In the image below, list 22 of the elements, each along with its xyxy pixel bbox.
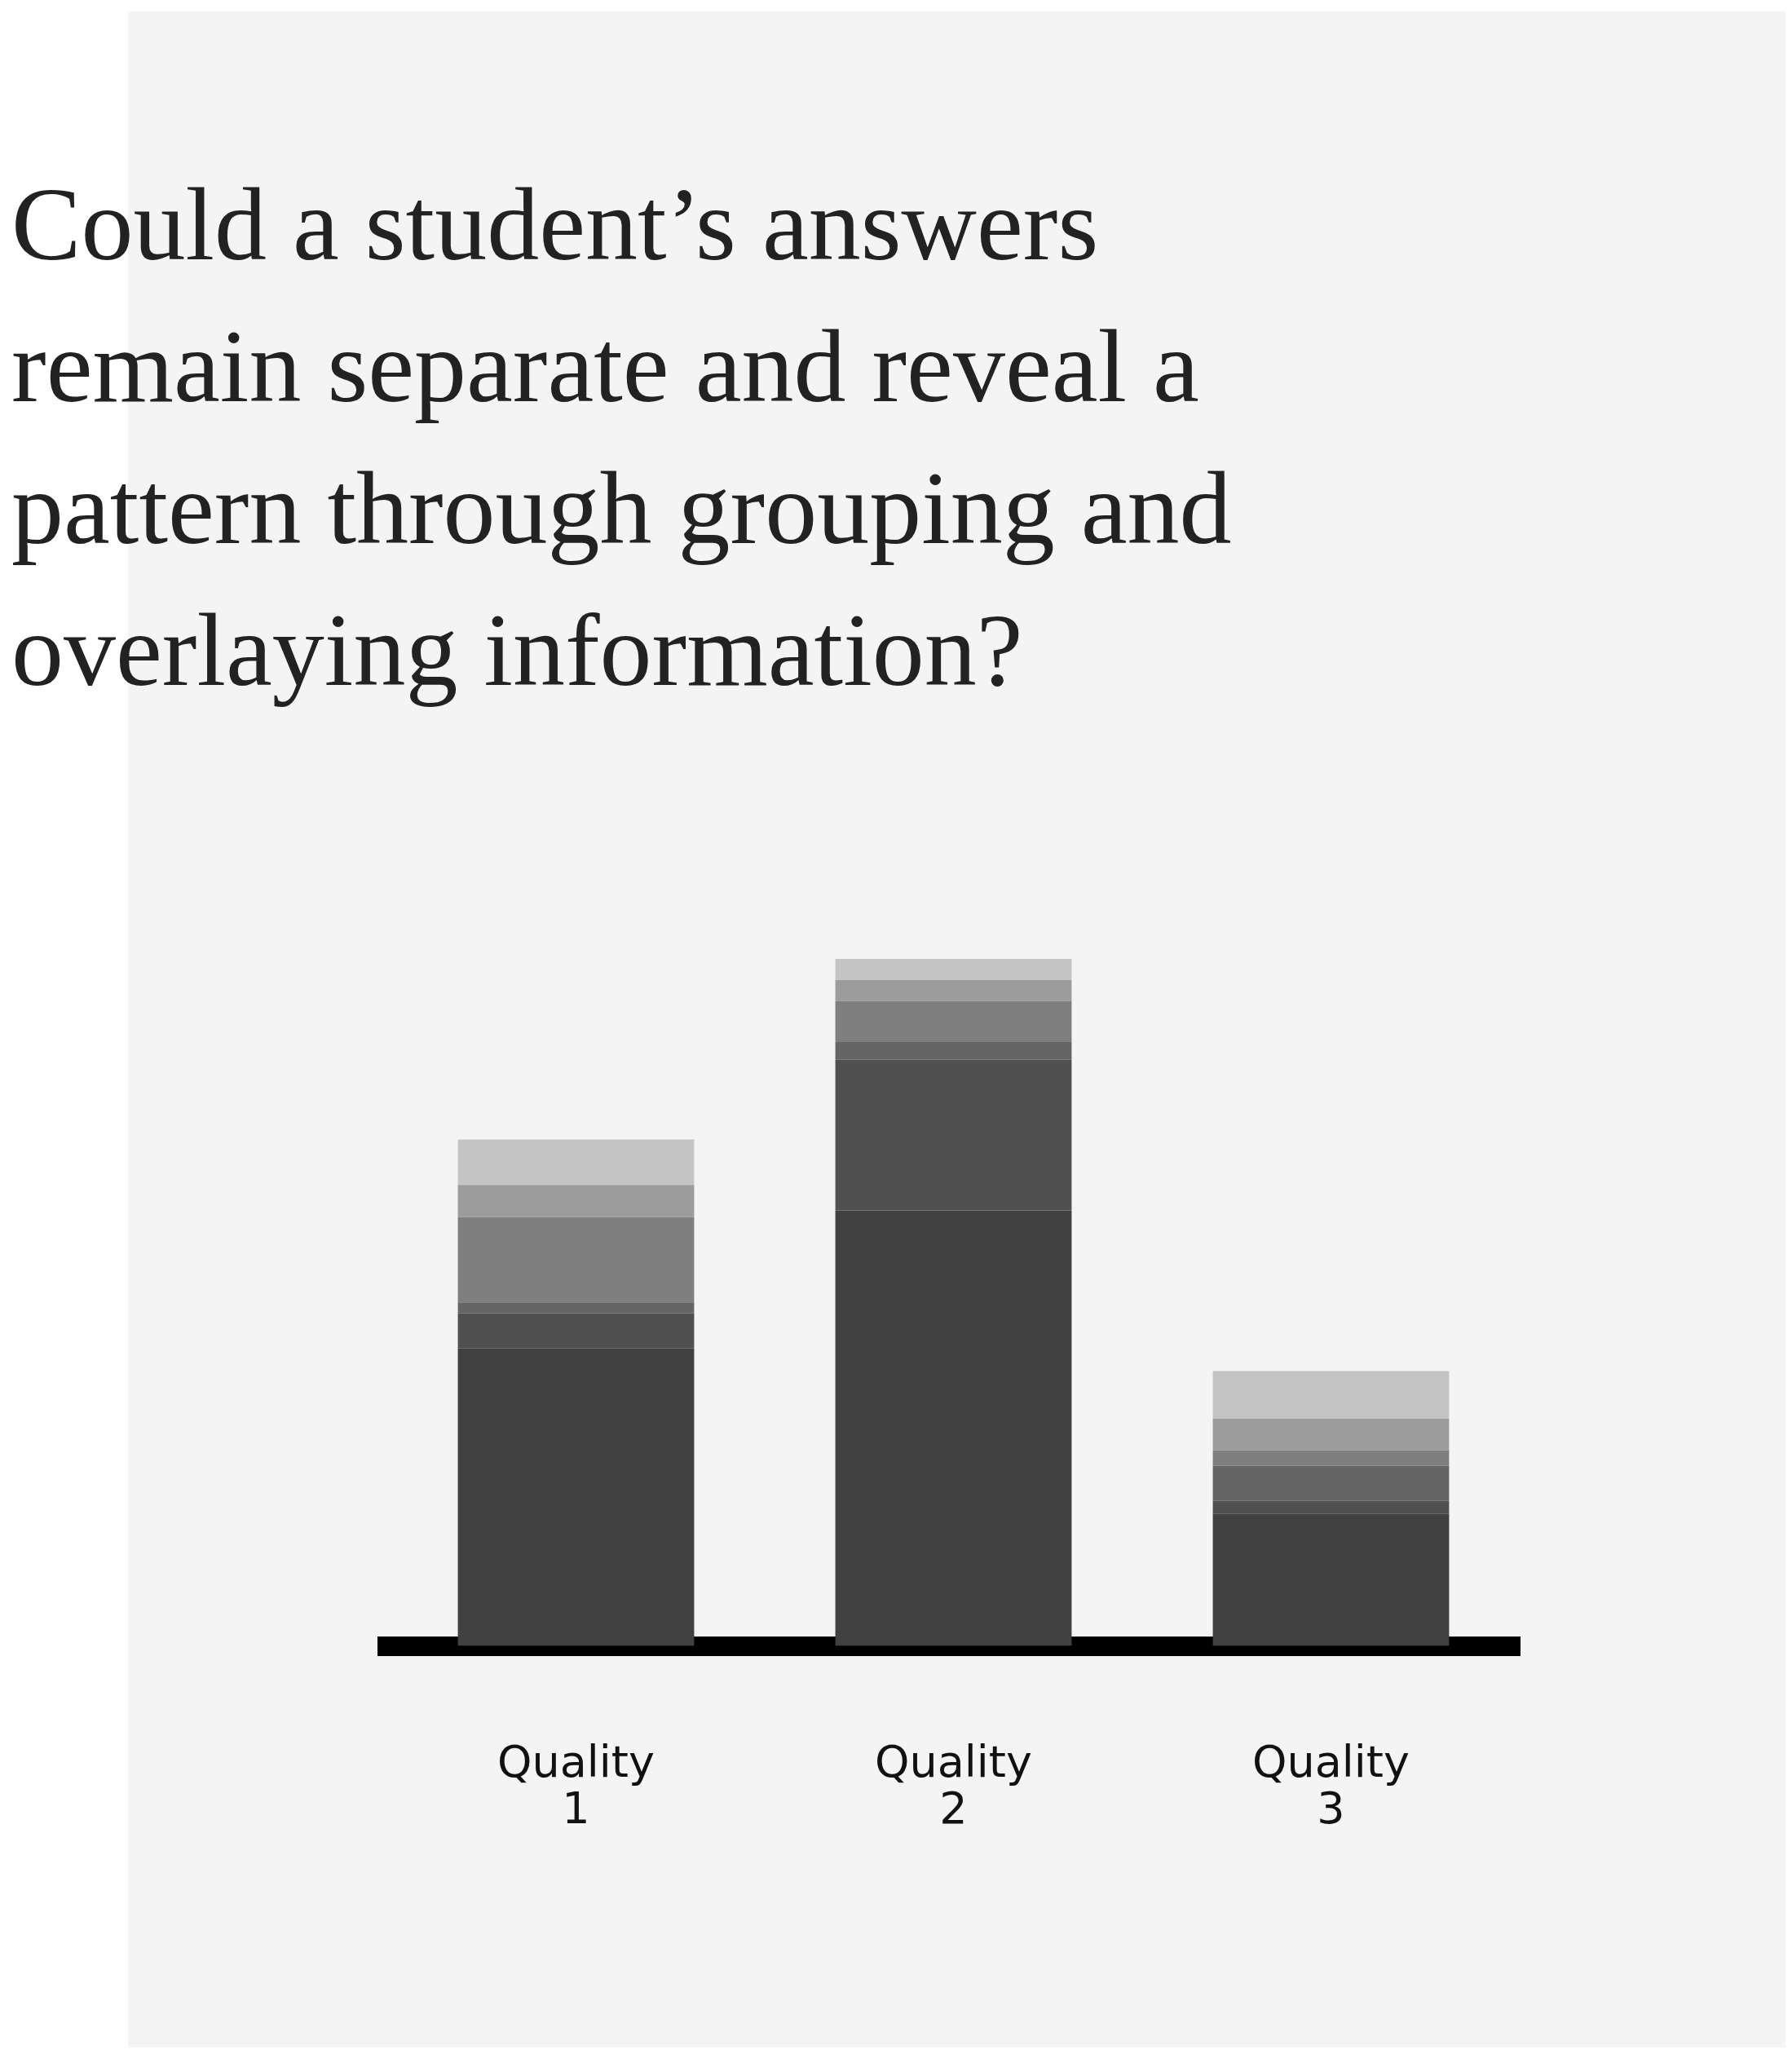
- bar: [457, 1139, 695, 1186]
- x-tick-label: Quality 2: [875, 1735, 1032, 1834]
- bar: [835, 1210, 1072, 1646]
- bar: [835, 959, 1072, 981]
- bar: [1212, 1513, 1450, 1646]
- bar: [457, 1185, 695, 1217]
- x-tick-label: Quality 1: [497, 1735, 655, 1834]
- bar: [835, 1041, 1072, 1060]
- bar: [1212, 1450, 1450, 1466]
- x-tick-label: Quality 3: [1252, 1735, 1410, 1834]
- bar: [1212, 1418, 1450, 1451]
- bar: [457, 1302, 695, 1314]
- bar: [457, 1217, 695, 1303]
- bar: [835, 1000, 1072, 1042]
- bar: [457, 1313, 695, 1349]
- bar: [1212, 1500, 1450, 1514]
- chart-title: Could a student’s answers remain separate and reveal a pattern through grouping and overlaying information?: [11, 166, 1233, 709]
- bar: [835, 1059, 1072, 1211]
- bar: [1212, 1465, 1450, 1501]
- bar: [1212, 1371, 1450, 1419]
- bar: [835, 980, 1072, 1001]
- bar: [457, 1348, 695, 1646]
